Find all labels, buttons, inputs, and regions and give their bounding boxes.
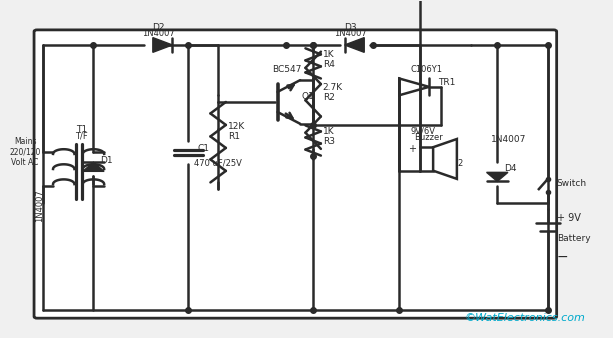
- Text: T/F: T/F: [75, 131, 88, 141]
- Polygon shape: [433, 139, 457, 179]
- Text: BC547: BC547: [272, 65, 301, 74]
- Text: 470 uF/25V: 470 uF/25V: [194, 159, 242, 168]
- Text: R3: R3: [322, 137, 335, 146]
- Text: T1: T1: [76, 125, 87, 134]
- Text: ©WatElectronics.com: ©WatElectronics.com: [465, 313, 585, 323]
- Text: 2.7K: 2.7K: [322, 83, 343, 92]
- Text: D4: D4: [504, 164, 517, 173]
- Text: 1N4007: 1N4007: [35, 190, 44, 222]
- Text: + 9V: + 9V: [557, 213, 581, 223]
- Text: 1K: 1K: [322, 127, 334, 136]
- Text: C1: C1: [197, 144, 210, 152]
- Text: Switch: Switch: [557, 179, 587, 188]
- Polygon shape: [487, 172, 508, 182]
- Polygon shape: [420, 147, 433, 171]
- Text: 1K: 1K: [322, 50, 334, 59]
- Text: Buzzer: Buzzer: [414, 133, 443, 142]
- Text: C106Y1: C106Y1: [410, 65, 442, 74]
- Text: D1: D1: [101, 156, 113, 165]
- Text: R2: R2: [322, 93, 335, 102]
- Text: 1N4007: 1N4007: [142, 29, 175, 38]
- Text: Battery: Battery: [557, 234, 590, 243]
- Polygon shape: [83, 162, 104, 171]
- Polygon shape: [153, 38, 172, 52]
- Text: 2: 2: [458, 159, 463, 168]
- FancyBboxPatch shape: [34, 30, 557, 318]
- Text: 9V/6V: 9V/6V: [411, 127, 435, 136]
- Text: Q1: Q1: [302, 92, 314, 101]
- Text: 12K: 12K: [227, 122, 245, 131]
- Text: R4: R4: [322, 60, 335, 69]
- Text: R1: R1: [227, 132, 240, 141]
- Text: Mains
220/120
Volt AC: Mains 220/120 Volt AC: [9, 137, 41, 167]
- Text: −: −: [557, 250, 568, 264]
- Text: 1N4007: 1N4007: [334, 29, 367, 38]
- Text: D2: D2: [153, 23, 165, 32]
- Polygon shape: [345, 38, 364, 52]
- Text: TR1: TR1: [438, 78, 455, 87]
- Text: +: +: [408, 144, 416, 154]
- Text: D3: D3: [345, 23, 357, 32]
- Text: 1N4007: 1N4007: [492, 135, 527, 144]
